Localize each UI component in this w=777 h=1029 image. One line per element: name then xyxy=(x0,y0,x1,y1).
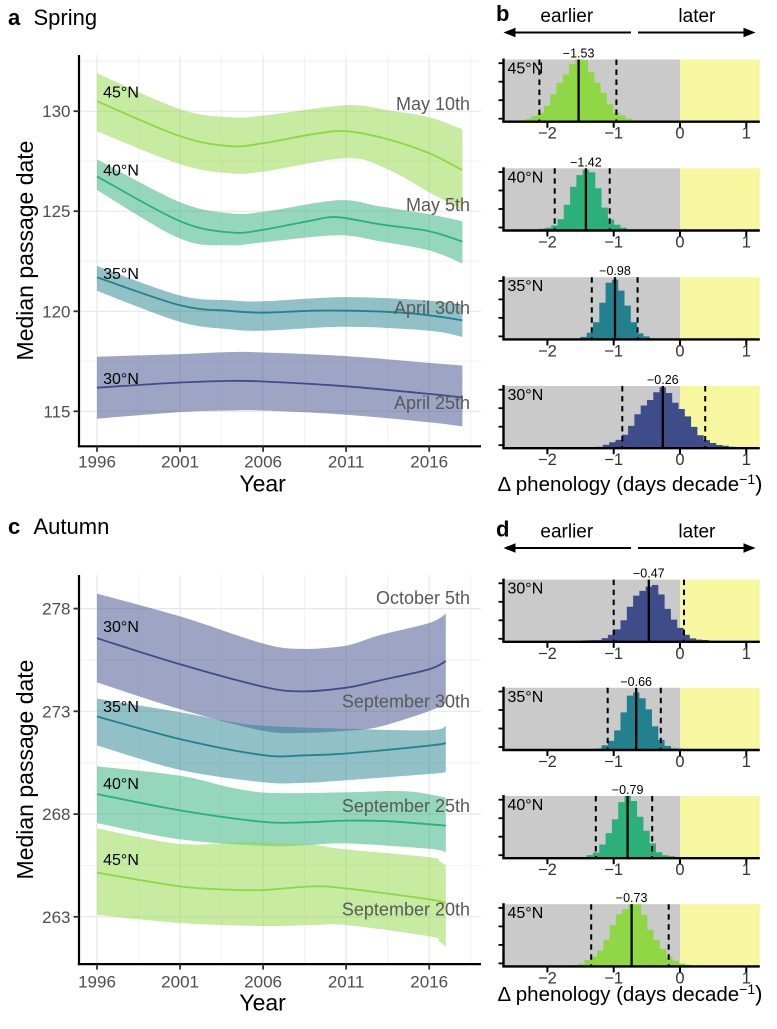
svg-text:30°N: 30°N xyxy=(103,371,139,388)
svg-text:earlier: earlier xyxy=(540,522,593,543)
svg-text:−0.79: −0.79 xyxy=(612,783,644,797)
svg-text:−2: −2 xyxy=(538,451,557,469)
svg-text:later: later xyxy=(678,522,716,543)
svg-text:September 30th: September 30th xyxy=(342,692,470,712)
svg-text:Δ phenology (days decade−1): Δ phenology (days decade−1) xyxy=(498,471,763,496)
svg-text:−2: −2 xyxy=(538,753,557,771)
svg-text:1: 1 xyxy=(742,969,751,987)
svg-text:d: d xyxy=(496,517,509,542)
svg-text:−1.53: −1.53 xyxy=(563,47,595,61)
svg-text:35°N: 35°N xyxy=(103,266,139,283)
svg-text:0: 0 xyxy=(675,342,684,360)
svg-text:273: 273 xyxy=(42,702,70,721)
svg-text:−2: −2 xyxy=(538,645,557,663)
svg-text:1: 1 xyxy=(742,861,751,879)
svg-text:−1.42: −1.42 xyxy=(570,155,602,169)
svg-text:2006: 2006 xyxy=(244,453,282,472)
svg-text:0: 0 xyxy=(675,753,684,771)
svg-text:−0.26: −0.26 xyxy=(647,373,679,387)
svg-text:125: 125 xyxy=(42,202,70,221)
svg-text:Spring: Spring xyxy=(34,5,98,30)
svg-text:April 30th: April 30th xyxy=(394,298,470,318)
svg-text:−1: −1 xyxy=(604,645,623,663)
svg-text:1: 1 xyxy=(742,451,751,469)
svg-text:1: 1 xyxy=(742,753,751,771)
svg-text:278: 278 xyxy=(42,600,70,619)
svg-text:1996: 1996 xyxy=(78,973,116,992)
svg-text:30°N: 30°N xyxy=(103,619,139,636)
svg-text:2011: 2011 xyxy=(328,453,365,472)
svg-text:−0.47: −0.47 xyxy=(633,567,665,581)
svg-text:2001: 2001 xyxy=(161,453,199,472)
svg-text:−2: −2 xyxy=(538,342,557,360)
svg-text:−2: −2 xyxy=(538,861,557,879)
svg-text:October 5th: October 5th xyxy=(376,588,470,608)
svg-text:May 10th: May 10th xyxy=(396,94,470,114)
svg-text:1: 1 xyxy=(742,645,751,663)
svg-text:40°N: 40°N xyxy=(103,776,139,793)
svg-text:130: 130 xyxy=(42,102,70,121)
svg-text:−0.73: −0.73 xyxy=(616,891,648,905)
svg-text:45°N: 45°N xyxy=(103,85,139,102)
svg-text:0: 0 xyxy=(675,969,684,987)
svg-text:268: 268 xyxy=(42,805,70,824)
svg-text:2016: 2016 xyxy=(410,453,448,472)
svg-text:−2: −2 xyxy=(538,969,557,987)
svg-text:−0.66: −0.66 xyxy=(620,675,652,689)
svg-text:120: 120 xyxy=(42,302,70,321)
svg-text:−1: −1 xyxy=(604,342,623,360)
svg-text:−1: −1 xyxy=(604,753,623,771)
svg-text:1996: 1996 xyxy=(78,453,116,472)
svg-text:1: 1 xyxy=(742,342,751,360)
svg-text:40°N: 40°N xyxy=(508,169,544,186)
svg-text:1: 1 xyxy=(742,125,751,143)
svg-text:−1: −1 xyxy=(604,969,623,987)
svg-text:40°N: 40°N xyxy=(508,797,544,814)
svg-text:45°N: 45°N xyxy=(103,852,139,869)
svg-text:2016: 2016 xyxy=(410,973,448,992)
svg-text:Year: Year xyxy=(239,471,286,497)
svg-text:−1: −1 xyxy=(604,234,623,252)
svg-text:Autumn: Autumn xyxy=(34,514,110,539)
svg-text:35°N: 35°N xyxy=(508,278,544,295)
svg-text:263: 263 xyxy=(42,908,70,927)
svg-text:Median passage date: Median passage date xyxy=(12,660,38,880)
svg-text:1: 1 xyxy=(742,234,751,252)
svg-text:b: b xyxy=(496,1,509,26)
svg-text:−2: −2 xyxy=(538,234,557,252)
svg-text:35°N: 35°N xyxy=(103,699,139,716)
svg-text:c: c xyxy=(8,514,20,539)
svg-text:later: later xyxy=(678,6,716,27)
svg-text:−1: −1 xyxy=(604,861,623,879)
svg-text:2011: 2011 xyxy=(328,973,365,992)
svg-text:May 5th: May 5th xyxy=(406,195,470,215)
svg-text:40°N: 40°N xyxy=(103,163,139,180)
svg-text:0: 0 xyxy=(675,645,684,663)
svg-text:0: 0 xyxy=(675,451,684,469)
svg-text:a: a xyxy=(8,5,21,30)
svg-text:April 25th: April 25th xyxy=(394,393,470,413)
svg-text:0: 0 xyxy=(675,125,684,143)
svg-text:30°N: 30°N xyxy=(508,387,544,404)
svg-text:Median passage date: Median passage date xyxy=(12,141,38,361)
svg-text:0: 0 xyxy=(675,861,684,879)
svg-text:earlier: earlier xyxy=(540,6,593,27)
svg-text:35°N: 35°N xyxy=(508,689,544,706)
svg-text:−1: −1 xyxy=(604,125,623,143)
svg-text:September 20th: September 20th xyxy=(342,900,470,920)
svg-text:2006: 2006 xyxy=(244,973,282,992)
svg-text:45°N: 45°N xyxy=(508,61,544,78)
svg-text:−0.98: −0.98 xyxy=(599,264,631,278)
svg-text:2001: 2001 xyxy=(161,973,199,992)
svg-text:Year: Year xyxy=(239,990,286,1016)
svg-text:−2: −2 xyxy=(538,125,557,143)
svg-text:115: 115 xyxy=(43,402,70,421)
svg-text:September 25th: September 25th xyxy=(342,796,470,816)
svg-text:−1: −1 xyxy=(604,451,623,469)
svg-text:45°N: 45°N xyxy=(508,905,544,922)
svg-text:30°N: 30°N xyxy=(508,581,544,598)
svg-text:Δ phenology (days decade−1): Δ phenology (days decade−1) xyxy=(498,981,763,1006)
svg-text:0: 0 xyxy=(675,234,684,252)
